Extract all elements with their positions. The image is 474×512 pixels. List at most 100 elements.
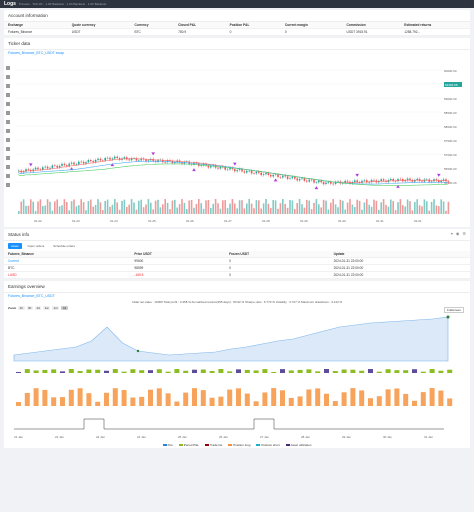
candle-body — [90, 160, 92, 162]
legend-item[interactable]: Pos — [162, 443, 173, 447]
fullscreen-button[interactable]: Fullscreen — [444, 307, 464, 313]
volume-bar — [358, 200, 361, 214]
volume-bar — [162, 204, 164, 214]
volume-bar — [356, 199, 358, 214]
drawing-tool-icon[interactable] — [6, 147, 10, 151]
candle-body — [70, 162, 73, 164]
candle-body — [255, 171, 258, 174]
volume-bar — [75, 206, 78, 214]
volume-bar — [73, 199, 75, 214]
period-pnl-bar — [297, 369, 303, 373]
period-pnl-bar — [385, 369, 391, 373]
earnings-chart-label: Futures_Binance_BTC_USDT — [8, 294, 55, 298]
candle-body — [438, 180, 440, 183]
status-table: Futures_Binance Price USDT Frozen USDT U… — [4, 251, 470, 279]
candle-body — [382, 179, 385, 181]
volume-bar — [402, 205, 404, 214]
candle-body — [277, 174, 279, 178]
zoom-1m[interactable]: 1m — [52, 306, 60, 310]
period-pnl-bar — [420, 371, 426, 373]
candle-body — [346, 180, 349, 182]
zoom-1w[interactable]: 1w — [43, 306, 51, 310]
candle-body — [229, 167, 231, 170]
legend-item[interactable]: Position long — [228, 443, 250, 447]
trade-bar — [148, 389, 153, 406]
volume-bar — [32, 201, 34, 214]
trade-bar — [420, 392, 426, 406]
candlestick-chart[interactable]: 60000.0059500.0059000.0058500.0058000.00… — [4, 56, 470, 226]
volume-bar — [174, 199, 176, 214]
trade-marker — [355, 173, 359, 177]
zoom-1d[interactable]: 1d — [34, 306, 42, 310]
volume-bar — [366, 199, 368, 214]
drawing-tool-icon[interactable] — [6, 111, 10, 115]
volume-bar — [409, 201, 411, 214]
candle-body — [97, 158, 99, 161]
status-section: Status info ▾ ◉ ⚙ Asset Open orders Sche… — [4, 229, 470, 279]
candle-body — [404, 180, 406, 182]
table-header: Price USDT — [130, 251, 226, 258]
price-tick-label: 58000.00 — [444, 125, 457, 129]
volume-bar — [202, 208, 205, 214]
drawing-tool-icon[interactable] — [6, 174, 10, 178]
volume-bar — [253, 208, 255, 214]
earnings-chart[interactable]: 21 Jan 22 Jan 23 Jan 24 Jan 25 Jan 26 Jan 27 J… — [4, 311, 470, 441]
candle-body — [313, 180, 315, 183]
table-cell: 0 — [280, 28, 343, 36]
table-header: Frozen USDT — [225, 251, 330, 258]
candle-body — [118, 158, 121, 160]
drawing-tool-icon[interactable] — [6, 138, 10, 142]
drawing-tool-icon[interactable] — [6, 75, 10, 79]
candle-body — [411, 179, 414, 182]
legend-item[interactable]: Position short — [256, 443, 280, 447]
table-header: Exchange — [4, 22, 68, 29]
table-cell: 2024-01-31 22:00:00 — [329, 271, 470, 279]
candle-body — [123, 157, 126, 159]
tab-open-orders[interactable]: Open orders — [27, 244, 45, 248]
drawing-tool-icon[interactable] — [6, 129, 10, 133]
legend-item[interactable]: Period P&L — [178, 443, 199, 447]
volume-bar — [20, 201, 22, 214]
legend-item[interactable]: Trade list — [204, 443, 222, 447]
volume-bar — [198, 199, 200, 214]
candle-body — [440, 180, 442, 183]
eye-icon[interactable]: ◉ — [455, 231, 460, 236]
zoom-3h[interactable]: 3h — [26, 306, 33, 310]
volume-bar — [152, 209, 154, 214]
candle-body — [366, 180, 368, 183]
tab-schedule-orders[interactable]: Schedule orders — [53, 244, 76, 248]
trade-bar — [104, 392, 109, 406]
earnings-title: Earnings overview — [4, 281, 470, 293]
table-header: Estimated returns — [400, 22, 470, 29]
drawing-tool-icon[interactable] — [6, 183, 10, 187]
volume-bar — [327, 209, 330, 214]
volume-bar — [289, 199, 291, 214]
volume-bar — [150, 202, 152, 214]
volume-bar — [66, 201, 68, 214]
volume-bar — [426, 201, 428, 214]
drawing-tool-icon[interactable] — [6, 102, 10, 106]
volume-bar — [126, 206, 128, 214]
drawing-tool-icon[interactable] — [6, 84, 10, 88]
volume-bar — [61, 205, 63, 214]
volume-bar — [399, 199, 402, 214]
drawing-tool-icon[interactable] — [6, 120, 10, 124]
filter-icon[interactable]: ▾ — [450, 231, 453, 236]
drawing-tool-icon[interactable] — [6, 66, 10, 70]
trade-bar — [112, 388, 118, 406]
settings-icon[interactable]: ⚙ — [462, 231, 466, 236]
price-tick-label: 56000.00 — [444, 181, 457, 185]
zoom-all[interactable]: All — [61, 306, 68, 310]
volume-bar — [176, 207, 178, 214]
candle-body — [73, 162, 75, 165]
drawing-tool-icon[interactable] — [6, 165, 10, 169]
legend-item[interactable]: Asset utilization — [285, 443, 311, 447]
candle-body — [224, 167, 226, 170]
app-logo[interactable]: Logs — [4, 1, 16, 7]
zoom-1h[interactable]: 1h — [18, 306, 25, 310]
drawing-tool-icon[interactable] — [6, 93, 10, 97]
tab-asset[interactable]: Asset — [8, 243, 22, 249]
candle-body — [202, 163, 205, 166]
volume-bar — [193, 207, 195, 214]
drawing-tool-icon[interactable] — [6, 156, 10, 160]
